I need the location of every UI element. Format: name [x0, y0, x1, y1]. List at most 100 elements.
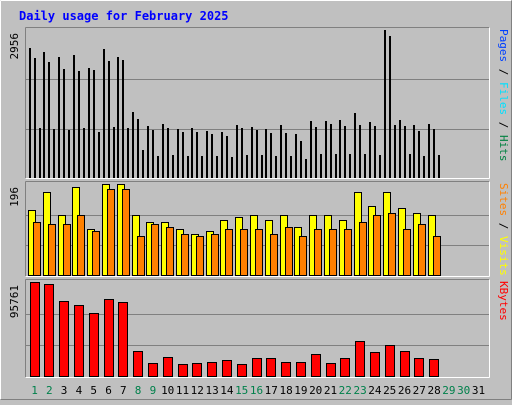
bar-hits-day-16 — [251, 127, 253, 178]
day-label-3: 3 — [61, 384, 68, 397]
bar-hits-day-14 — [221, 132, 223, 178]
axis-label-visits: Visits — [497, 236, 510, 276]
day-label-5: 5 — [90, 384, 97, 397]
bar-kbytes-day-4 — [74, 305, 84, 377]
day-label-27: 27 — [413, 384, 426, 397]
bar-sites-day-9 — [151, 224, 159, 276]
bar-pages-day-12 — [201, 156, 203, 178]
bar-files-day-4 — [78, 71, 80, 178]
bar-hits-day-17 — [265, 129, 267, 178]
bar-kbytes-day-27 — [414, 358, 424, 377]
bar-files-day-16 — [256, 130, 258, 178]
bar-kbytes-day-7 — [118, 302, 128, 377]
bar-kbytes-day-21 — [326, 363, 336, 377]
bar-pages-day-27 — [423, 156, 425, 178]
bar-pages-day-10 — [172, 155, 174, 178]
bar-hits-day-5 — [88, 68, 90, 178]
bar-hits-day-25 — [384, 30, 386, 178]
day-label-28: 28 — [427, 384, 440, 397]
bar-sites-day-13 — [211, 234, 219, 276]
bar-hits-day-7 — [117, 57, 119, 178]
bar-files-day-24 — [374, 126, 376, 178]
bar-pages-day-1 — [39, 128, 41, 178]
bar-hits-day-28 — [428, 124, 430, 178]
day-label-19: 19 — [294, 384, 307, 397]
bar-hits-day-20 — [310, 121, 312, 178]
day-label-1: 1 — [31, 384, 38, 397]
bar-files-day-3 — [63, 69, 65, 178]
bar-kbytes-day-24 — [370, 352, 380, 377]
bar-hits-day-2 — [43, 52, 45, 178]
day-label-4: 4 — [76, 384, 83, 397]
bar-sites-day-22 — [344, 229, 352, 276]
bar-kbytes-day-11 — [178, 364, 188, 377]
bar-files-day-2 — [48, 62, 50, 178]
bar-sites-day-2 — [48, 224, 56, 276]
bar-pages-day-3 — [68, 130, 70, 178]
bar-pages-day-2 — [53, 129, 55, 178]
bar-files-day-9 — [152, 130, 154, 178]
day-label-8: 8 — [135, 384, 142, 397]
bar-hits-day-19 — [295, 134, 297, 178]
bar-pages-day-28 — [438, 155, 440, 178]
axis-label-separator: / — [497, 62, 510, 82]
bar-hits-day-26 — [399, 120, 401, 178]
day-label-21: 21 — [324, 384, 337, 397]
bar-sites-day-17 — [270, 234, 278, 276]
axis-label-files: Files — [497, 82, 510, 115]
bar-pages-day-8 — [142, 150, 144, 178]
bar-kbytes-day-25 — [385, 345, 395, 377]
bar-files-day-28 — [433, 129, 435, 178]
bar-kbytes-day-18 — [281, 362, 291, 377]
bar-sites-day-14 — [225, 229, 233, 276]
day-label-15: 15 — [235, 384, 248, 397]
bar-sites-day-20 — [314, 229, 322, 276]
bar-sites-day-5 — [92, 231, 100, 276]
day-label-26: 26 — [398, 384, 411, 397]
bar-kbytes-day-17 — [266, 358, 276, 377]
axis-label-kbytes: KBytes — [497, 281, 510, 321]
bar-hits-day-6 — [103, 49, 105, 178]
panel-2: 196 Sites / Visits — [8, 181, 510, 277]
bar-files-day-23 — [359, 125, 361, 178]
chart-title: Daily usage for February 2025 — [19, 9, 229, 23]
bar-hits-day-1 — [29, 48, 31, 178]
panel-1: 2956 Pages / Files / Hits — [8, 27, 510, 179]
bar-files-day-26 — [404, 126, 406, 178]
day-label-11: 11 — [176, 384, 189, 397]
bar-sites-day-26 — [403, 229, 411, 276]
bar-files-day-8 — [137, 119, 139, 178]
day-label-23: 23 — [353, 384, 366, 397]
day-label-24: 24 — [368, 384, 382, 397]
bar-pages-day-26 — [409, 154, 411, 178]
bar-files-day-7 — [122, 60, 124, 178]
bar-pages-day-7 — [127, 128, 129, 178]
bar-hits-day-18 — [280, 125, 282, 178]
day-label-31: 31 — [472, 384, 485, 397]
bar-sites-day-10 — [166, 227, 174, 276]
day-labels: 1 2 3 4 5 6 7 8 9 10 11 12 13 14 15 16 17 18 19 20 21 22 23 24 2… — [31, 384, 485, 397]
bar-sites-day-15 — [240, 229, 248, 276]
panel-axis-label: Pages / Files / Hits — [497, 29, 510, 162]
bar-kbytes-day-13 — [207, 362, 217, 377]
bar-kbytes-day-12 — [192, 363, 202, 377]
bar-hits-day-27 — [413, 125, 415, 178]
bar-pages-day-5 — [98, 132, 100, 178]
bar-pages-day-16 — [261, 155, 263, 178]
bar-kbytes-day-26 — [400, 351, 410, 377]
day-label-7: 7 — [120, 384, 127, 397]
bar-hits-day-4 — [73, 55, 75, 178]
bar-files-day-5 — [93, 70, 95, 178]
bar-kbytes-day-9 — [148, 363, 158, 377]
day-label-20: 20 — [309, 384, 322, 397]
panel-axis-label: KBytes — [497, 281, 510, 321]
bar-kbytes-day-19 — [296, 362, 306, 377]
bar-files-day-25 — [389, 36, 391, 178]
bar-hits-day-12 — [191, 128, 193, 178]
bar-sites-day-6 — [107, 189, 115, 276]
bar-hits-day-21 — [325, 121, 327, 178]
bar-files-day-27 — [418, 131, 420, 178]
bar-files-day-22 — [344, 126, 346, 178]
bar-files-day-15 — [241, 128, 243, 178]
bar-pages-day-18 — [290, 156, 292, 178]
